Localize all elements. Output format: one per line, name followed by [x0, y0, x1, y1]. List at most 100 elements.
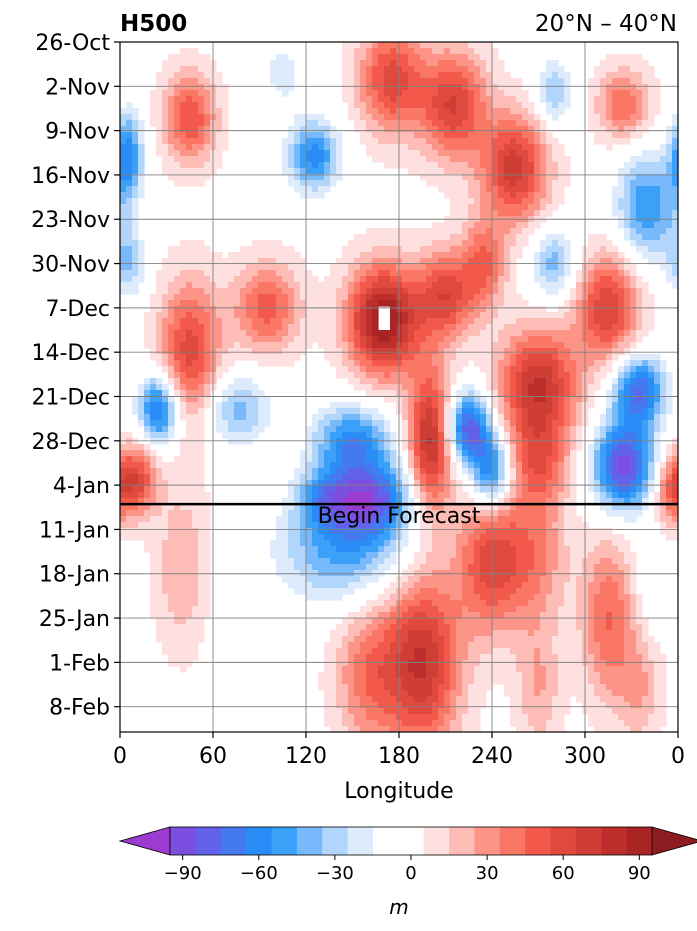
field-cell	[474, 144, 481, 151]
field-cell	[354, 414, 361, 421]
field-cell	[672, 150, 678, 157]
field-cell	[312, 294, 319, 301]
field-cell	[354, 84, 361, 91]
field-cell	[624, 336, 631, 343]
field-cell	[288, 78, 295, 85]
field-cell	[336, 174, 343, 181]
field-cell	[402, 126, 409, 133]
field-cell	[180, 90, 187, 97]
field-cell	[270, 60, 277, 67]
field-cell	[120, 462, 127, 469]
field-cell	[198, 138, 205, 145]
field-cell	[534, 378, 541, 385]
field-cell	[552, 324, 559, 331]
field-cell	[234, 306, 241, 313]
field-cell	[438, 252, 445, 259]
field-cell	[636, 120, 643, 127]
field-cell	[300, 126, 307, 133]
field-cell	[198, 96, 205, 103]
field-cell	[576, 294, 583, 301]
field-cell	[390, 456, 397, 463]
field-cell	[384, 144, 391, 151]
field-cell	[642, 324, 649, 331]
field-cell	[504, 90, 511, 97]
field-cell	[468, 432, 475, 439]
field-cell	[198, 66, 205, 73]
field-cell	[468, 60, 475, 67]
field-cell	[450, 168, 457, 175]
field-cell	[228, 270, 235, 277]
field-cell	[474, 312, 481, 319]
field-cell	[570, 450, 577, 457]
field-cell	[432, 66, 439, 73]
field-cell	[432, 288, 439, 295]
field-cell	[552, 60, 559, 67]
field-cell	[570, 378, 577, 385]
field-cell	[450, 426, 457, 433]
field-cell	[156, 504, 163, 511]
field-cell	[216, 270, 223, 277]
field-cell	[558, 270, 565, 277]
field-cell	[306, 336, 313, 343]
field-cell	[438, 486, 445, 493]
field-cell	[588, 450, 595, 457]
field-cell	[438, 480, 445, 487]
field-cell	[510, 492, 517, 499]
field-cell	[510, 378, 517, 385]
field-cell	[156, 132, 163, 139]
field-cell	[624, 162, 631, 169]
field-cell	[282, 168, 289, 175]
field-cell	[600, 480, 607, 487]
field-cell	[402, 396, 409, 403]
field-cell	[540, 258, 547, 265]
field-cell	[378, 288, 385, 295]
field-cell	[420, 474, 427, 481]
field-cell	[366, 342, 373, 349]
field-cell	[522, 414, 529, 421]
field-cell	[630, 342, 637, 349]
field-cell	[432, 138, 439, 145]
field-cell	[156, 396, 163, 403]
field-cell	[504, 396, 511, 403]
field-cell	[168, 342, 175, 349]
field-cell	[174, 270, 181, 277]
field-cell	[432, 246, 439, 253]
field-cell	[612, 384, 619, 391]
field-cell	[390, 342, 397, 349]
field-cell	[198, 282, 205, 289]
field-cell	[366, 330, 373, 337]
field-cell	[324, 444, 331, 451]
field-cell	[372, 288, 379, 295]
field-cell	[342, 288, 349, 295]
field-cell	[348, 504, 355, 511]
field-cell	[522, 426, 529, 433]
field-cell	[180, 486, 187, 493]
field-cell	[408, 66, 415, 73]
field-cell	[636, 330, 643, 337]
field-cell	[432, 168, 439, 175]
field-cell	[174, 120, 181, 127]
field-cell	[156, 420, 163, 427]
field-cell	[342, 78, 349, 85]
field-cell	[534, 342, 541, 349]
field-cell	[372, 318, 379, 325]
field-cell	[498, 240, 505, 247]
field-cell	[480, 60, 487, 67]
field-cell	[306, 318, 313, 325]
field-cell	[450, 492, 457, 499]
field-cell	[630, 162, 637, 169]
field-cell	[414, 240, 421, 247]
field-cell	[366, 360, 373, 367]
field-cell	[552, 276, 559, 283]
field-cell	[258, 264, 265, 271]
field-cell	[498, 486, 505, 493]
field-cell	[546, 150, 553, 157]
field-cell	[324, 312, 331, 319]
field-cell	[174, 312, 181, 319]
field-cell	[420, 318, 427, 325]
field-cell	[384, 120, 391, 127]
field-cell	[120, 258, 127, 265]
field-cell	[540, 348, 547, 355]
field-cell	[132, 264, 139, 271]
field-cell	[498, 408, 505, 415]
